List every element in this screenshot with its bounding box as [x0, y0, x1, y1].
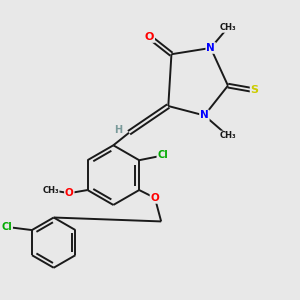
Text: H: H	[114, 124, 122, 135]
Text: S: S	[251, 85, 259, 95]
Text: O: O	[151, 193, 159, 203]
Text: N: N	[200, 110, 209, 121]
Text: O: O	[145, 32, 154, 42]
Text: CH₃: CH₃	[220, 131, 236, 140]
Text: N: N	[206, 43, 215, 53]
Text: CH₃: CH₃	[42, 185, 59, 194]
Text: CH₃: CH₃	[220, 23, 236, 32]
Text: Cl: Cl	[2, 222, 12, 232]
Text: Cl: Cl	[158, 151, 168, 160]
Text: O: O	[65, 188, 74, 198]
